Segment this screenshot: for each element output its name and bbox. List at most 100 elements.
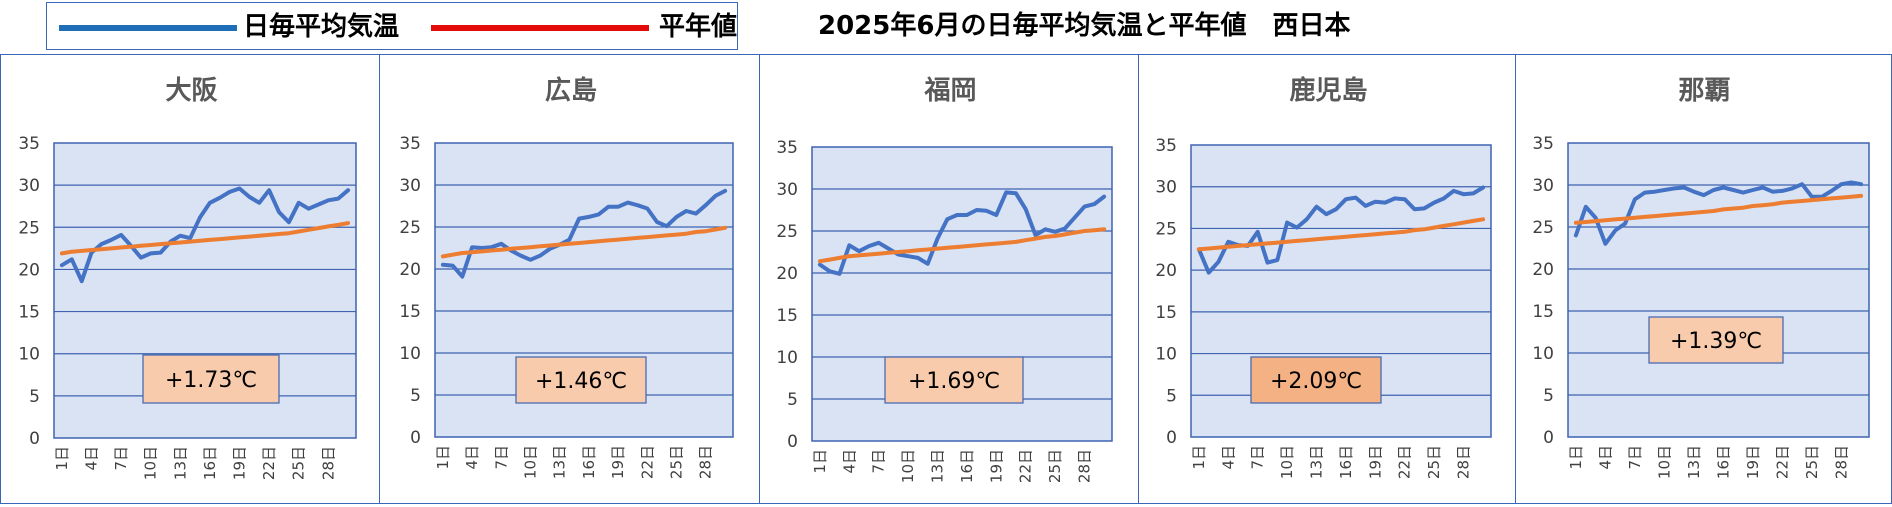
x-tick-label: 4日	[1596, 445, 1614, 470]
x-tick-label: 13日	[1308, 445, 1326, 479]
x-tick-label: 7日	[492, 445, 510, 470]
y-tick-label: 30	[18, 176, 40, 196]
y-tick-label: 20	[1532, 260, 1554, 280]
x-tick-label: 28日	[1455, 445, 1473, 479]
x-tick-label: 10日	[521, 445, 539, 479]
x-tick-label: 7日	[1249, 445, 1267, 470]
y-tick-label: 20	[399, 260, 421, 280]
x-tick-label: 19日	[231, 446, 249, 480]
x-tick-label: 1日	[811, 449, 829, 474]
x-tick-label: 22日	[260, 446, 278, 480]
y-tick-label: 10	[1532, 344, 1554, 364]
series-line-normal	[59, 221, 351, 256]
x-tick-label: 10日	[1278, 445, 1296, 479]
y-tick-label: 0	[29, 429, 40, 449]
x-tick-label: 13日	[551, 445, 569, 479]
x-tick-label: 22日	[638, 445, 656, 479]
series-line-normal	[817, 227, 1107, 264]
y-tick-label: 0	[1166, 428, 1177, 448]
chart-panel-kagoshima: 鹿児島 0 5 10 15 20 25 30 35 1日 4日 7日 10日 13日 16日 19日 22日 25…	[1138, 54, 1517, 504]
y-tick-label: 5	[1543, 386, 1554, 406]
y-tick-label: 5	[1166, 386, 1177, 406]
x-tick-label: 19日	[1366, 445, 1384, 479]
legend-label-daily: 日毎平均気温	[243, 12, 400, 42]
chart-svg: 鹿児島 0 5 10 15 20 25 30 35 1日 4日 7日 10日 13日 16日 19日 22日 25…	[1155, 75, 1492, 479]
x-tick-label: 4日	[83, 446, 101, 471]
y-tick-label: 20	[776, 264, 798, 284]
anomaly-box	[515, 356, 647, 404]
chart-panel-hiroshima: 広島 0 5 10 15 20 25 30 35 1日 4日 7日 10日 13日 16日 19日 22日 25日…	[379, 54, 761, 504]
chart-panel-naha: 那覇 0 5 10 15 20 25 30 35 1日 4日 7日 10日 13日 16日 19日 22日 25日…	[1515, 54, 1892, 504]
x-tick-label: 1日	[1190, 445, 1208, 470]
y-tick-label: 35	[776, 138, 798, 158]
series-line-normal	[1196, 217, 1486, 252]
y-tick-label: 25	[1155, 219, 1177, 239]
legend-line-daily	[59, 25, 237, 31]
chart-title: 福岡	[923, 76, 976, 106]
series-line-daily	[59, 186, 351, 284]
page-title: 2025年6月の日毎平均気温と平年値 西日本	[818, 11, 1351, 41]
x-tick-label: 19日	[1744, 445, 1762, 479]
y-tick-label: 25	[1532, 218, 1554, 238]
x-tick-label: 10日	[142, 446, 160, 480]
x-tick-label: 19日	[987, 449, 1005, 483]
x-tick-label: 28日	[1076, 449, 1094, 483]
y-tick-label: 15	[1532, 302, 1554, 322]
x-tick-label: 1日	[53, 446, 71, 471]
x-tick-label: 7日	[112, 446, 130, 471]
x-tick-label: 25日	[667, 445, 685, 479]
y-tick-label: 25	[18, 218, 40, 238]
chart-panel-fukuoka: 福岡 0 5 10 15 20 25 30 35 1日 4日 7日 10日 13日 16日 19日 22日 25日…	[759, 54, 1140, 504]
y-tick-label: 15	[776, 306, 798, 326]
chart-legend: 日毎平均気温 平年値	[46, 2, 738, 50]
x-tick-label: 22日	[1017, 449, 1035, 483]
x-tick-label: 7日	[1626, 445, 1644, 470]
y-tick-label: 15	[18, 303, 40, 323]
x-tick-label: 25日	[1425, 445, 1443, 479]
y-tick-label: 10	[1155, 345, 1177, 365]
x-tick-label: 19日	[609, 445, 627, 479]
y-tick-label: 0	[410, 428, 421, 448]
y-tick-label: 15	[1155, 303, 1177, 323]
x-tick-label: 1日	[434, 445, 452, 470]
y-tick-label: 35	[1155, 136, 1177, 156]
y-tick-label: 5	[410, 386, 421, 406]
x-tick-label: 16日	[580, 445, 598, 479]
chart-svg: 福岡 0 5 10 15 20 25 30 35 1日 4日 7日 10日 13日 16日 19日 22日 25日…	[776, 76, 1113, 483]
anomaly-label: +2.09℃	[1270, 369, 1362, 394]
x-tick-label: 16日	[958, 449, 976, 483]
y-tick-label: 10	[776, 348, 798, 368]
x-tick-label: 22日	[1773, 445, 1791, 479]
chart-svg: 広島 0 5 10 15 20 25 30 35 1日 4日 7日 10日 13日 16日 19日 22日 25日…	[399, 75, 734, 479]
x-tick-label: 25日	[290, 446, 308, 480]
anomaly-box	[142, 354, 280, 404]
x-tick-label: 13日	[1685, 445, 1703, 479]
x-tick-label: 10日	[1655, 445, 1673, 479]
y-tick-label: 10	[399, 344, 421, 364]
legend-label-normal: 平年値	[659, 12, 738, 42]
y-tick-label: 25	[399, 218, 421, 238]
anomaly-label: +1.39℃	[1670, 329, 1762, 354]
anomaly-box	[1250, 356, 1382, 404]
chart-title: 広島	[545, 75, 597, 106]
anomaly-label: +1.46℃	[535, 369, 627, 394]
chart-title: 鹿児島	[1289, 75, 1367, 106]
x-tick-label: 13日	[171, 446, 189, 480]
x-tick-label: 16日	[1337, 445, 1355, 479]
x-tick-label: 28日	[1832, 445, 1850, 479]
x-tick-label: 7日	[870, 449, 888, 474]
x-tick-label: 28日	[319, 446, 337, 480]
x-tick-label: 10日	[899, 449, 917, 483]
chart-svg: 大阪 0 5 10 15 20 25 30 35 1日 4日 7日 10日 13日 16日 19日 22日 25日…	[18, 76, 357, 480]
y-tick-label: 5	[787, 390, 798, 410]
chart-svg: 那覇 0 5 10 15 20 25 30 35 1日 4日 7日 10日 13日 16日 19日 22日 25日…	[1532, 76, 1870, 479]
x-tick-label: 16日	[1714, 445, 1732, 479]
x-tick-label: 4日	[463, 445, 481, 470]
x-tick-label: 28日	[697, 445, 715, 479]
y-tick-label: 10	[18, 345, 40, 365]
y-tick-label: 0	[1543, 428, 1554, 448]
series-line-daily	[817, 190, 1107, 276]
y-tick-label: 25	[776, 222, 798, 242]
series-line-normal	[1573, 193, 1864, 225]
chart-title: 大阪	[165, 76, 217, 106]
